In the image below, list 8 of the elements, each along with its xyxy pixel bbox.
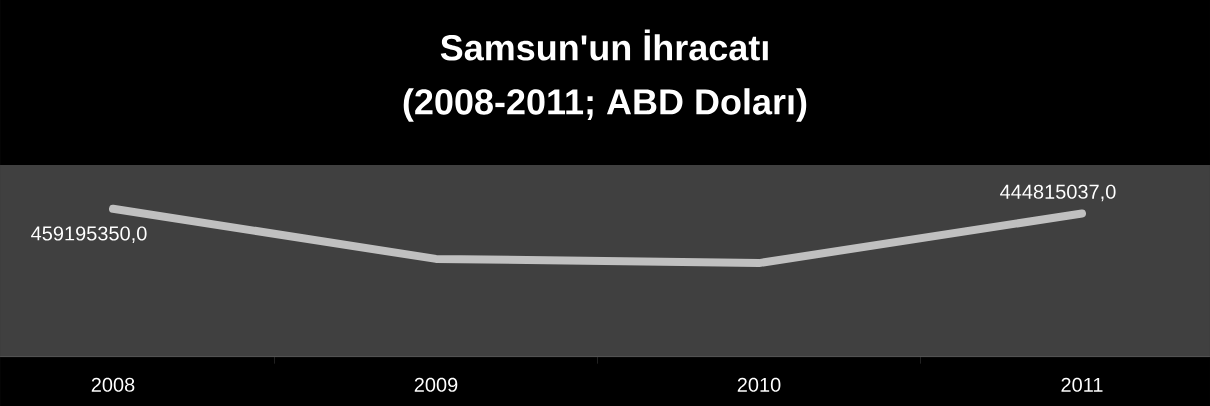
x-tick-label: 2011	[1061, 377, 1103, 392]
data-label: 459195350,0	[31, 226, 147, 243]
x-tick-label: 2010	[737, 377, 781, 392]
x-tick-label: 2008	[91, 377, 135, 392]
chart-title: Samsun'un İhracatı	[440, 29, 768, 61]
chart-subtitle: (2008-2011; ABD Doları)	[403, 88, 807, 122]
data-label: 444815037,0	[1000, 184, 1116, 202]
x-tick-label: 2009	[414, 377, 458, 392]
